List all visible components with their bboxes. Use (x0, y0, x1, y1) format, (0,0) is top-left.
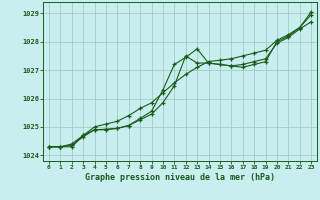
X-axis label: Graphe pression niveau de la mer (hPa): Graphe pression niveau de la mer (hPa) (85, 173, 275, 182)
